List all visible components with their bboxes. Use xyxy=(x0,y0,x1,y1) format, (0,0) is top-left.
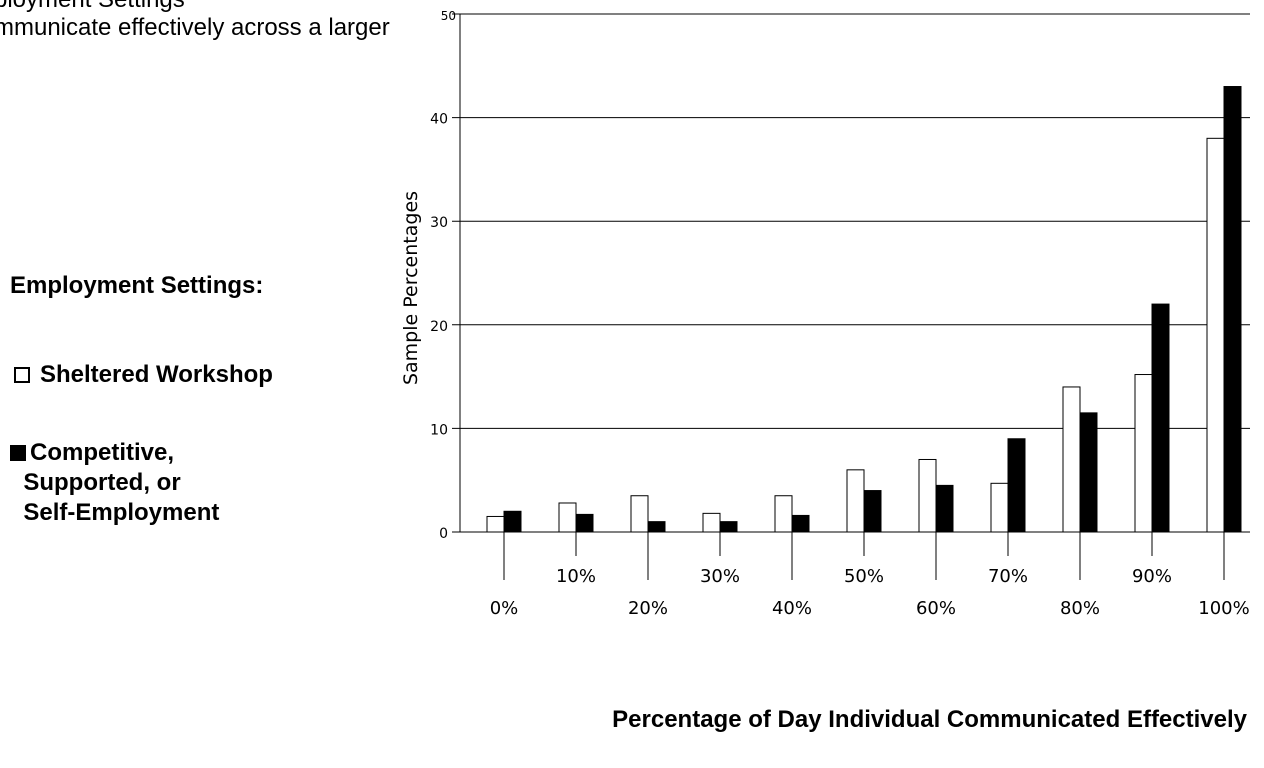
bar-competitive-100pct xyxy=(1223,86,1242,533)
legend-label-sheltered-workshop: Sheltered Workshop xyxy=(40,361,273,388)
bar-sheltered-100pct xyxy=(1206,137,1225,533)
x-tick-label: 100% xyxy=(1198,598,1249,619)
bar-competitive-60pct xyxy=(935,484,954,533)
bar-sheltered-20pct xyxy=(630,495,649,533)
y-tick-label: 0 xyxy=(439,526,448,542)
bar-sheltered-30pct xyxy=(702,512,721,533)
y-tick-label: 50 xyxy=(441,9,456,23)
y-tick-label: 10 xyxy=(430,422,448,438)
bar-competitive-70pct xyxy=(1007,438,1026,533)
x-tick-label: 60% xyxy=(916,598,956,619)
filled-square-icon xyxy=(10,445,26,461)
y-axis-title: Sample Percentages xyxy=(400,191,422,385)
y-tick-label: 30 xyxy=(430,215,448,231)
bar-sheltered-70pct xyxy=(990,482,1009,533)
bar-competitive-10pct xyxy=(575,513,594,533)
x-tick-label: 80% xyxy=(1060,598,1100,619)
bar-sheltered-0pct xyxy=(486,515,505,533)
x-tick-label: 90% xyxy=(1132,566,1172,587)
legend-item-competitive: Competitive, Supported, or Self-Employme… xyxy=(10,438,219,528)
legend-label-competitive: Competitive, Supported, or Self-Employme… xyxy=(23,439,220,526)
open-square-icon xyxy=(14,367,30,383)
legend-heading: Employment Settings: xyxy=(10,272,264,299)
bar-sheltered-10pct xyxy=(558,502,577,533)
legend-item-sheltered-workshop: Sheltered Workshop xyxy=(10,360,273,390)
bar-competitive-80pct xyxy=(1079,412,1098,533)
x-tick-label: 30% xyxy=(700,566,740,587)
caption-text-line-2: mmunicate effectively across a larger xyxy=(0,14,390,41)
caption-text-line-1: ployment Settings xyxy=(0,0,185,14)
bar-competitive-90pct xyxy=(1151,303,1170,533)
y-tick-label: 20 xyxy=(430,319,448,335)
bar-competitive-50pct xyxy=(863,490,882,533)
bar-competitive-20pct xyxy=(647,521,666,533)
bar-sheltered-40pct xyxy=(774,495,793,533)
bar-competitive-0pct xyxy=(503,510,522,533)
x-axis-title: Percentage of Day Individual Communicate… xyxy=(612,706,1247,733)
bar-sheltered-60pct xyxy=(918,458,937,533)
bar-sheltered-50pct xyxy=(846,469,865,533)
bar-competitive-30pct xyxy=(719,521,738,533)
x-tick-label: 10% xyxy=(556,566,596,587)
x-tick-label: 50% xyxy=(844,566,884,587)
y-tick-label: 40 xyxy=(430,112,448,128)
x-tick-label: 0% xyxy=(490,598,519,619)
bar-competitive-40pct xyxy=(791,514,810,533)
x-tick-label: 70% xyxy=(988,566,1028,587)
x-tick-label: 20% xyxy=(628,598,668,619)
bar-sheltered-80pct xyxy=(1062,386,1081,533)
x-tick-label: 40% xyxy=(772,598,812,619)
bar-sheltered-90pct xyxy=(1134,374,1153,533)
